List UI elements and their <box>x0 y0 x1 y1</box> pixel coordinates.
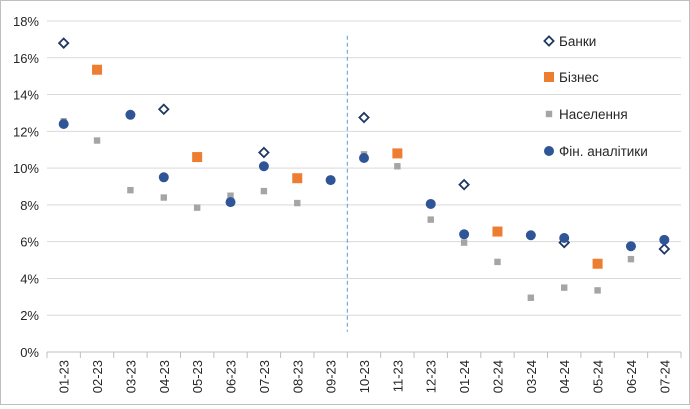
x-tick-label: 01-24 <box>457 360 472 393</box>
x-tick-label: 05-23 <box>190 360 205 393</box>
y-tick-label: 18% <box>13 14 39 29</box>
point-бізнес <box>392 148 403 159</box>
point-банки <box>57 37 70 49</box>
legend: Банки Бізнес Населення Фін. аналітики <box>543 34 648 159</box>
point-населення <box>460 239 468 246</box>
y-tick-label: 14% <box>13 88 39 103</box>
y-tick-label: 6% <box>20 235 39 250</box>
point-фін-аналітики <box>559 232 570 243</box>
x-tick-label: 03-23 <box>123 360 138 393</box>
y-tick-label: 0% <box>20 345 39 360</box>
x-tick-label: 09-23 <box>324 360 339 393</box>
x-tick-label: 02-23 <box>90 360 105 393</box>
point-фін-аналітики <box>625 241 636 252</box>
x-axis: 01-23 02-23 03-23 04-23 05-23 06-23 07-23 08-23… <box>46 352 682 393</box>
point-фін-аналітики <box>459 229 470 240</box>
x-tick-label: 05-24 <box>591 360 606 393</box>
point-населення <box>294 199 301 207</box>
legend-marker <box>544 146 554 156</box>
point-населення <box>627 255 635 263</box>
x-tick-label: 11-23 <box>390 360 405 392</box>
point-населення <box>193 204 201 211</box>
legend-label: Банки <box>559 34 596 49</box>
point-населення <box>160 194 167 201</box>
legend-marker <box>545 110 553 118</box>
point-фін-аналітики <box>58 118 69 129</box>
y-tick-label: 8% <box>20 198 39 213</box>
point-фін-аналітики <box>258 161 269 172</box>
point-бізнес <box>192 152 203 163</box>
point-населення <box>527 294 535 301</box>
point-бізнес <box>292 173 303 184</box>
legend-marker <box>543 35 555 47</box>
y-tick-label: 2% <box>20 308 39 323</box>
legend-label: Фін. аналітики <box>559 144 648 159</box>
point-фін-аналітики <box>125 109 136 120</box>
legend-marker <box>544 72 554 82</box>
y-tick-label: 12% <box>13 124 39 139</box>
point-фін-аналітики <box>525 230 536 241</box>
y-axis-labels: 0% 2% 4% 6% 8% 10% 12% 14% 16% 18% <box>13 14 39 360</box>
point-банки <box>458 178 470 191</box>
x-tick-label: 12-23 <box>424 360 439 393</box>
point-бізнес <box>592 258 603 269</box>
point-фін-аналітики <box>425 198 436 209</box>
point-населення <box>394 163 401 170</box>
point-населення <box>561 284 568 291</box>
point-банки <box>658 243 671 255</box>
x-tick-label: 02-24 <box>490 360 505 393</box>
x-tick-label: 04-24 <box>557 360 572 393</box>
point-населення <box>594 287 601 294</box>
point-населення <box>427 216 434 223</box>
x-tick-label: 01-23 <box>57 360 72 393</box>
x-tick-label: 10-23 <box>357 360 372 393</box>
x-tick-label: 08-23 <box>290 360 305 393</box>
point-фін-аналітики <box>225 197 236 208</box>
y-tick-label: 16% <box>13 51 39 66</box>
point-бізнес <box>92 64 103 75</box>
point-фін-аналітики <box>325 175 336 186</box>
point-банки <box>258 146 270 159</box>
legend-label: Населення <box>559 107 628 122</box>
point-населення <box>494 258 501 266</box>
x-tick-label: 06-24 <box>624 360 639 393</box>
y-tick-label: 10% <box>13 161 39 176</box>
point-банки <box>358 111 370 124</box>
x-tick-label: 03-24 <box>524 360 539 393</box>
point-фін-аналітики <box>359 152 369 163</box>
data-points <box>57 37 671 301</box>
point-бізнес <box>492 226 503 237</box>
point-фін-аналітики <box>659 234 670 245</box>
point-населення <box>93 137 101 144</box>
x-tick-label: 07-23 <box>257 360 272 393</box>
point-населення <box>260 187 268 195</box>
point-банки <box>157 103 170 116</box>
x-tick-label: 04-23 <box>157 360 172 393</box>
point-населення <box>127 186 134 194</box>
point-населення <box>227 192 234 199</box>
x-tick-label: 06-23 <box>224 360 239 393</box>
grid-lines <box>47 20 681 353</box>
point-фін-аналітики <box>158 172 169 183</box>
x-tick-label: 07-24 <box>657 360 672 393</box>
legend-label: Бізнес <box>559 70 599 85</box>
y-tick-label: 4% <box>20 271 39 286</box>
